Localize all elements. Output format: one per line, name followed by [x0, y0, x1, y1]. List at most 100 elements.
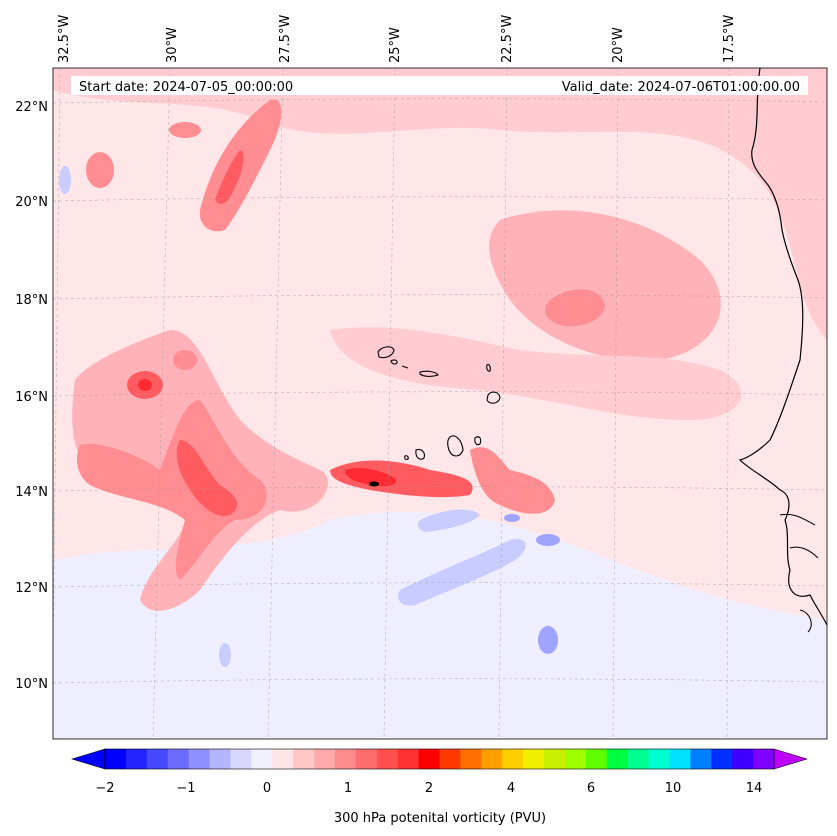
colorbar-cell: [272, 749, 294, 769]
colorbar-frame: [104, 748, 775, 770]
colorbar-tick-label: 0: [263, 781, 271, 796]
start-date-text: Start date: 2024-07-05_00:00:00: [79, 80, 293, 95]
pv-blob-west-3: [173, 350, 197, 370]
lon-label: 30°W: [165, 27, 180, 63]
colorbar-cell: [711, 749, 733, 769]
pink-region-north: [53, 68, 827, 340]
colorbar-cell: [125, 749, 148, 769]
island-maio: [474, 436, 482, 446]
colorbar-tick-label: 10: [665, 781, 682, 796]
island-brava: [404, 455, 409, 460]
colorbar-tick-label: 1: [344, 781, 352, 796]
lon-label: 17.5°W: [722, 15, 737, 63]
pv-filament-west-core: [77, 400, 267, 580]
colorbar-cell: [376, 749, 399, 769]
lat-label: 20°N: [15, 195, 48, 210]
colorbar-cell: [648, 749, 670, 769]
pv-blob-west-4: [169, 122, 201, 138]
valid-date-text: Valid_date: 2024-07-06T01:00:00.00: [562, 80, 800, 95]
colorbar-cell: [669, 749, 691, 769]
cape-verde-islands: [377, 346, 501, 460]
colorbar-cell: [230, 749, 252, 769]
colorbar-title: 300 hPa potenital vorticity (PVU): [334, 811, 546, 826]
lat-label: 10°N: [15, 677, 48, 692]
island-sao-vicente: [390, 359, 398, 365]
island-sal: [486, 363, 491, 372]
colorbar-extend-high: [773, 748, 809, 770]
colorbar-tick-label: −2: [95, 781, 114, 796]
colorbar-cell: [439, 749, 461, 769]
lat-label: 18°N: [15, 293, 48, 308]
low-pv-blob-4: [219, 643, 231, 667]
colorbar-cell: [753, 749, 775, 769]
colorbar-cell: [732, 749, 754, 769]
longitude-labels: 32.5°W 30°W 27.5°W 25°W 22.5°W 20°W 17.5…: [57, 15, 737, 63]
low-pv-band-2: [417, 509, 480, 532]
pv-blob-west-1-core: [138, 379, 152, 391]
island-santiago: [447, 435, 464, 457]
pv-max-point: [369, 481, 379, 487]
colorbar: −2 −1 0 1 2 4 6 10 14 300 hPa potenital …: [70, 748, 809, 826]
southern-low-pv-area: [53, 511, 827, 739]
colorbar-cell: [502, 749, 524, 769]
colorbar-tick-label: 14: [746, 781, 763, 796]
colorbar-cell: [481, 749, 503, 769]
pv-blob-west-2: [86, 152, 114, 188]
lon-label: 27.5°W: [278, 15, 293, 63]
colorbar-tick-label: 6: [587, 781, 595, 796]
colorbar-tick-label: 2: [425, 781, 433, 796]
header-banner: [71, 76, 808, 95]
pv-streak-northwest-core: [215, 150, 244, 205]
island-santo-antao: [377, 346, 395, 359]
colorbar-cell: [334, 749, 357, 769]
low-pv-blob-3: [504, 514, 520, 522]
low-pv-blob-5: [59, 166, 71, 194]
island-fogo: [415, 448, 425, 460]
low-pv-blob-2: [536, 534, 560, 546]
pv-streak-east: [470, 447, 555, 514]
colorbar-cell: [293, 749, 315, 769]
colorbar-cell: [167, 749, 190, 769]
map-panel: [53, 68, 827, 739]
colorbar-ticks: −2 −1 0 1 2 4 6 10 14: [95, 781, 762, 796]
colorbar-cell: [544, 749, 566, 769]
latitude-labels: 22°N 20°N 18°N 16°N 14°N 12°N 10°N: [15, 100, 48, 692]
island-small: [401, 365, 409, 369]
colorbar-cell: [627, 749, 650, 769]
colorbar-cell: [585, 749, 608, 769]
lon-label: 20°W: [611, 27, 626, 63]
colorbar-cell: [523, 749, 545, 769]
colorbar-tick-label: −1: [176, 781, 195, 796]
salmon-blob-east: [544, 289, 605, 327]
colorbar-cell: [251, 749, 273, 769]
map-frame: [52, 67, 828, 740]
pv-streak-cape-verde-core: [345, 467, 396, 487]
colorbar-cell: [188, 749, 211, 769]
africa-coastline: [738, 68, 827, 626]
pv-filament-west-peak: [176, 440, 238, 516]
pink-region-east: [489, 210, 721, 361]
lon-label: 25°W: [388, 27, 403, 63]
colorbar-cell: [606, 749, 629, 769]
colorbar-extend-low: [70, 748, 106, 770]
colorbar-cells: [105, 749, 775, 769]
colorbar-cell: [105, 749, 127, 769]
low-pv-blob-1: [538, 626, 558, 654]
colorbar-cell: [355, 749, 378, 769]
island-sao-nicolau: [419, 370, 439, 377]
colorbar-cell: [418, 749, 440, 769]
lat-label: 16°N: [15, 390, 48, 405]
colorbar-cell: [690, 749, 712, 769]
lat-label: 22°N: [15, 100, 48, 115]
lon-label: 22.5°W: [500, 15, 515, 63]
colorbar-cell: [460, 749, 482, 769]
lat-label: 12°N: [15, 581, 48, 596]
colorbar-cell: [209, 749, 231, 769]
colorbar-cell: [314, 749, 336, 769]
lat-label: 14°N: [15, 485, 48, 500]
colorbar-cell: [397, 749, 420, 769]
lon-label: 32.5°W: [57, 15, 72, 63]
africa-coastline-detail: [779, 513, 819, 633]
pink-region-central: [330, 327, 742, 420]
